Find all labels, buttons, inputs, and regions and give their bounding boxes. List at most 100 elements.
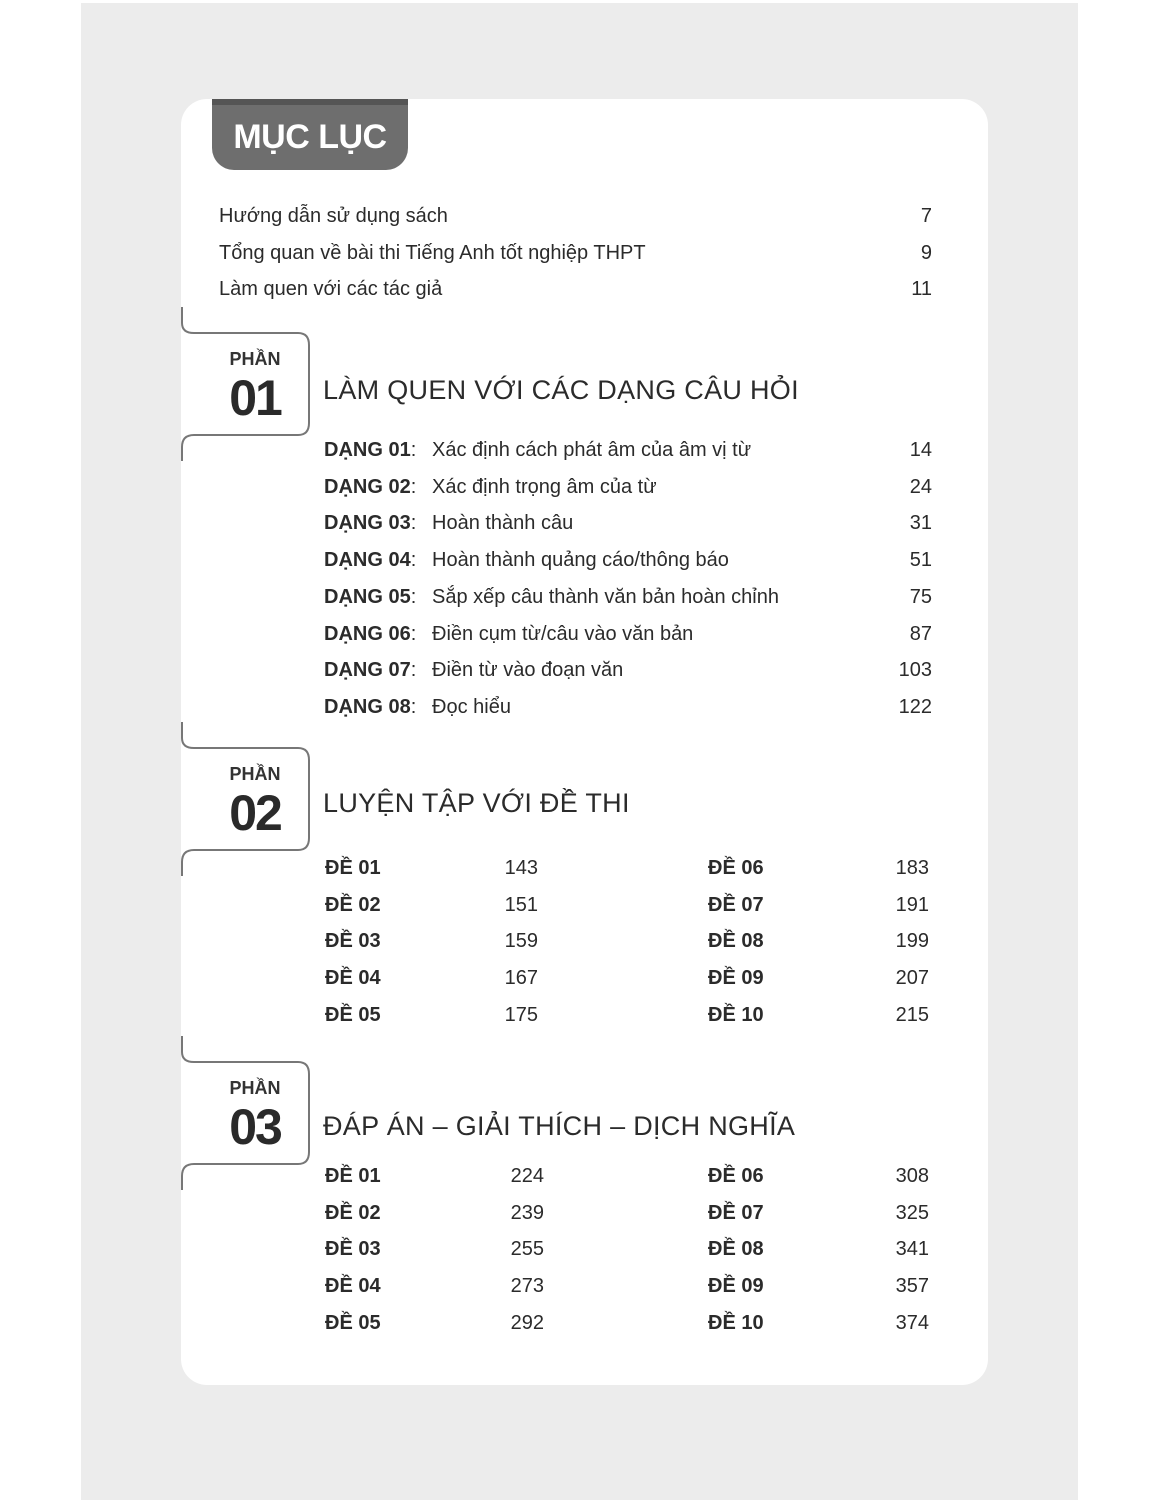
- de-code: ĐỀ 01: [325, 1165, 381, 1187]
- part-title: ĐÁP ÁN – GIẢI THÍCH – DỊCH NGHĨA: [323, 1111, 796, 1141]
- part-title: LÀM QUEN VỚI CÁC DẠNG CÂU HỎI: [323, 375, 799, 405]
- de-code: ĐỀ 06: [708, 1165, 764, 1187]
- de-page: 159: [504, 930, 538, 953]
- dang-code-wrap: DẠNG 05:: [324, 585, 416, 609]
- de-code: ĐỀ 05: [325, 1311, 381, 1334]
- dang-label: Điền cụm từ/câu vào văn bản: [432, 622, 694, 645]
- part-tab-outline: [181, 307, 310, 461]
- toc-entry-page: 9: [920, 241, 932, 264]
- part-tab-outline: [181, 1036, 310, 1190]
- toc-entry-label: Hướng dẫn sử dụng sách: [219, 205, 448, 227]
- de-code: ĐỀ 10: [708, 1003, 764, 1026]
- de-code: ĐỀ 05: [325, 1003, 381, 1026]
- part-title: LUYỆN TẬP VỚI ĐỀ THI: [323, 788, 630, 818]
- dang-page: 103: [898, 659, 932, 682]
- dang-code: DẠNG 05: [324, 585, 411, 608]
- dang-page: 14: [909, 439, 932, 461]
- colon: :: [410, 475, 417, 498]
- dang-code: DẠNG 02: [324, 475, 411, 498]
- de-code: ĐỀ 09: [708, 967, 764, 990]
- dang-page: 87: [909, 622, 932, 645]
- de-code: ĐỀ 07: [708, 1201, 764, 1224]
- dang-label: Hoàn thành quảng cáo/thông báo: [432, 549, 729, 572]
- de-code: ĐỀ 02: [325, 1201, 381, 1224]
- de-page: 175: [504, 1003, 538, 1026]
- de-page: 215: [895, 1003, 929, 1026]
- de-page: 191: [895, 893, 929, 916]
- dang-code: DẠNG 07: [324, 659, 411, 682]
- dang-code-wrap: DẠNG 07:: [324, 658, 416, 682]
- dang-page: 122: [898, 695, 932, 718]
- toc-entry-page: 11: [911, 278, 932, 301]
- de-page: 325: [895, 1201, 929, 1224]
- de-code: ĐỀ 03: [325, 1238, 381, 1261]
- de-page: 224: [510, 1165, 544, 1187]
- dang-code: DẠNG 04: [324, 549, 411, 572]
- de-page: 357: [895, 1275, 929, 1298]
- dang-page: 24: [909, 475, 932, 498]
- colon: :: [410, 512, 417, 535]
- dang-label: Xác định trọng âm của từ: [432, 475, 657, 498]
- de-page: 239: [510, 1201, 544, 1224]
- de-page: 292: [510, 1311, 544, 1334]
- de-page: 183: [895, 857, 929, 879]
- de-page: 143: [504, 857, 538, 879]
- dang-page: 31: [909, 512, 932, 535]
- toc-card: [181, 99, 988, 1385]
- de-page: 341: [895, 1238, 929, 1261]
- dang-code: DẠNG 03: [324, 512, 411, 535]
- de-page: 374: [895, 1311, 929, 1334]
- dang-code-wrap: DẠNG 03:: [324, 511, 416, 535]
- de-page: 207: [895, 967, 929, 990]
- de-page: 167: [504, 967, 538, 990]
- toc-entry-page: 7: [920, 205, 932, 227]
- dang-code-wrap: DẠNG 01:: [324, 438, 416, 462]
- colon: :: [410, 695, 417, 718]
- toc-entry-label: Làm quen với các tác giả: [219, 278, 443, 301]
- de-page: 199: [895, 930, 929, 953]
- de-page: 255: [510, 1238, 544, 1261]
- dang-page: 51: [909, 549, 932, 572]
- part-label: PHẦN: [229, 764, 281, 784]
- colon: :: [410, 659, 417, 682]
- part-label: PHẦN: [229, 1078, 281, 1098]
- de-page: 151: [504, 893, 538, 916]
- dang-label: Xác định cách phát âm của âm vị từ: [432, 439, 752, 461]
- de-code: ĐỀ 10: [708, 1311, 764, 1334]
- dang-code-wrap: DẠNG 08:: [324, 695, 416, 719]
- toc-title: MỤC LỤC: [212, 99, 408, 170]
- dang-page: 75: [909, 585, 932, 608]
- de-page: 273: [510, 1275, 544, 1298]
- de-code: ĐỀ 08: [708, 930, 764, 953]
- de-code: ĐỀ 08: [708, 1238, 764, 1261]
- de-code: ĐỀ 04: [325, 967, 381, 990]
- dang-label: Hoàn thành câu: [432, 512, 574, 535]
- de-code: ĐỀ 06: [708, 857, 764, 879]
- dang-code: DẠNG 06: [324, 622, 411, 645]
- part-number: 03: [229, 1099, 283, 1155]
- de-page: 308: [895, 1165, 929, 1187]
- de-code: ĐỀ 09: [708, 1275, 764, 1298]
- dang-code: DẠNG 08: [324, 695, 411, 718]
- dang-label: Sắp xếp câu thành văn bản hoàn chỉnh: [432, 585, 779, 608]
- part-number: 02: [229, 785, 283, 841]
- de-code: ĐỀ 04: [325, 1275, 381, 1298]
- dang-code: DẠNG 01: [324, 439, 411, 461]
- colon: :: [410, 622, 417, 645]
- dang-code-wrap: DẠNG 02:: [324, 475, 416, 499]
- colon: :: [410, 585, 417, 608]
- dang-label: Điền từ vào đoạn văn: [432, 659, 624, 682]
- part-tab-outline: [181, 722, 310, 876]
- dang-code-wrap: DẠNG 06:: [324, 622, 416, 646]
- de-code: ĐỀ 07: [708, 893, 764, 916]
- dang-code-wrap: DẠNG 04:: [324, 548, 416, 572]
- de-code: ĐỀ 03: [325, 930, 381, 953]
- colon: :: [410, 549, 417, 572]
- de-code: ĐỀ 02: [325, 893, 381, 916]
- part-number: 01: [229, 370, 283, 426]
- dang-label: Đọc hiểu: [432, 695, 511, 718]
- toc-entry-label: Tổng quan về bài thi Tiếng Anh tốt nghiệ…: [219, 241, 646, 264]
- colon: :: [410, 439, 417, 461]
